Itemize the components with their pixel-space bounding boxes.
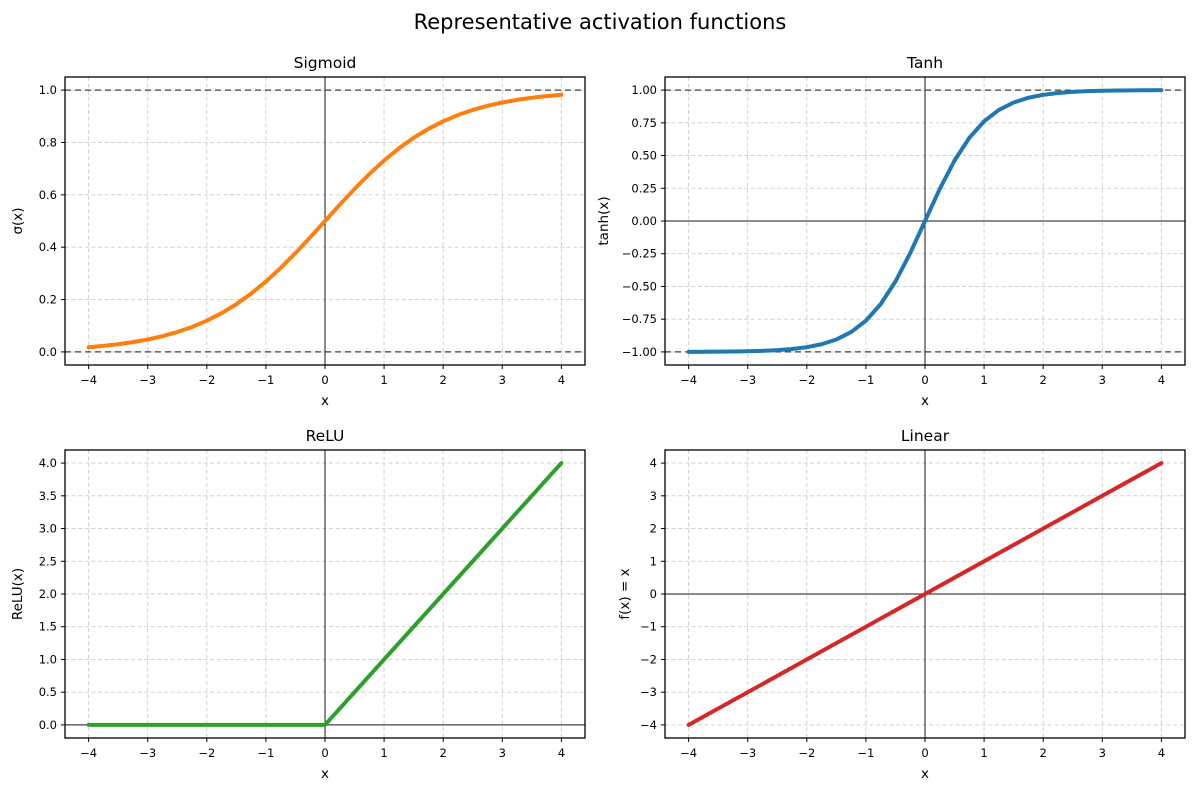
x-tick-label: 4 bbox=[1158, 373, 1165, 387]
y-axis-label: ReLU(x) bbox=[10, 568, 26, 620]
x-tick-label: −1 bbox=[857, 746, 874, 760]
x-tick-label: 3 bbox=[1099, 373, 1106, 387]
y-tick-label: 1.0 bbox=[39, 652, 57, 666]
y-tick-label: 0.5 bbox=[39, 685, 57, 699]
x-tick-label: −4 bbox=[680, 746, 697, 760]
x-tick-label: 2 bbox=[440, 373, 447, 387]
x-tick-label: −4 bbox=[80, 373, 97, 387]
y-tick-label: 1.5 bbox=[39, 620, 57, 634]
y-tick-label: 0.25 bbox=[631, 181, 657, 195]
x-tick-label: 1 bbox=[380, 746, 387, 760]
y-tick-label: −0.75 bbox=[622, 312, 657, 326]
x-tick-label: 3 bbox=[1099, 746, 1106, 760]
y-tick-label: 0.6 bbox=[39, 188, 57, 202]
x-axis-label: x bbox=[921, 766, 929, 782]
x-tick-label: 0 bbox=[321, 746, 328, 760]
y-tick-label: 0.2 bbox=[39, 293, 57, 307]
x-tick-label: 1 bbox=[380, 373, 387, 387]
y-tick-label: 1 bbox=[650, 554, 657, 568]
x-tick-label: 4 bbox=[558, 373, 565, 387]
y-tick-label: 0.0 bbox=[39, 345, 57, 359]
subplot-title: Tanh bbox=[906, 54, 943, 72]
y-tick-label: −0.50 bbox=[622, 279, 657, 293]
y-tick-label: 3 bbox=[650, 489, 657, 503]
y-tick-label: 0 bbox=[650, 587, 657, 601]
x-tick-label: −2 bbox=[198, 373, 215, 387]
y-tick-label: 2 bbox=[650, 522, 657, 536]
y-tick-label: 0.4 bbox=[39, 240, 57, 254]
x-axis-label: x bbox=[321, 766, 329, 782]
y-axis-label: f(x) = x bbox=[617, 568, 633, 619]
x-tick-label: 2 bbox=[440, 746, 447, 760]
y-tick-label: 2.5 bbox=[39, 554, 57, 568]
x-tick-label: 2 bbox=[1040, 746, 1047, 760]
x-tick-label: 0 bbox=[921, 746, 928, 760]
x-axis-label: x bbox=[921, 393, 929, 409]
x-tick-label: −3 bbox=[739, 373, 756, 387]
x-tick-label: −1 bbox=[857, 373, 874, 387]
x-tick-label: 1 bbox=[980, 746, 987, 760]
linear-curve bbox=[686, 461, 1164, 727]
y-tick-label: 0.75 bbox=[631, 116, 657, 130]
y-tick-label: −2 bbox=[640, 652, 657, 666]
y-tick-label: 0.00 bbox=[631, 214, 657, 228]
x-tick-label: 1 bbox=[980, 373, 987, 387]
x-tick-label: 0 bbox=[321, 373, 328, 387]
y-axis-label: σ(x) bbox=[10, 207, 26, 234]
y-tick-label: −3 bbox=[640, 685, 657, 699]
y-tick-label: −4 bbox=[640, 718, 657, 732]
tanh-curve bbox=[686, 88, 1164, 354]
y-axis-label: tanh(x) bbox=[596, 196, 612, 245]
y-tick-label: 3.5 bbox=[39, 489, 57, 503]
x-tick-label: −1 bbox=[257, 746, 274, 760]
x-tick-label: 3 bbox=[499, 373, 506, 387]
figure-suptitle: Representative activation functions bbox=[413, 10, 787, 34]
subplot-title: ReLU bbox=[306, 427, 345, 445]
x-axis-label: x bbox=[321, 393, 329, 409]
y-tick-label: −0.25 bbox=[622, 247, 657, 261]
x-tick-label: −1 bbox=[257, 373, 274, 387]
y-tick-label: −1 bbox=[640, 620, 657, 634]
relu-curve bbox=[86, 461, 564, 727]
x-tick-label: −2 bbox=[798, 373, 815, 387]
x-tick-label: −3 bbox=[139, 746, 156, 760]
x-tick-label: 4 bbox=[1158, 746, 1165, 760]
y-tick-label: 1.0 bbox=[39, 83, 57, 97]
x-tick-label: 4 bbox=[558, 746, 565, 760]
y-tick-label: 0.50 bbox=[631, 149, 657, 163]
x-tick-label: −4 bbox=[80, 746, 97, 760]
x-tick-label: −3 bbox=[739, 746, 756, 760]
y-tick-label: 0.8 bbox=[39, 135, 57, 149]
x-tick-label: −4 bbox=[680, 373, 697, 387]
subplot-title: Linear bbox=[901, 427, 950, 445]
x-tick-label: −2 bbox=[798, 746, 815, 760]
x-tick-label: 0 bbox=[921, 373, 928, 387]
x-tick-label: −2 bbox=[198, 746, 215, 760]
y-tick-label: 3.0 bbox=[39, 522, 57, 536]
x-tick-label: 3 bbox=[499, 746, 506, 760]
y-tick-label: 1.00 bbox=[631, 83, 657, 97]
y-tick-label: 4 bbox=[650, 456, 657, 470]
y-tick-label: 0.0 bbox=[39, 718, 57, 732]
y-tick-label: −1.00 bbox=[622, 345, 657, 359]
x-tick-label: 2 bbox=[1040, 373, 1047, 387]
y-tick-label: 4.0 bbox=[39, 456, 57, 470]
x-tick-label: −3 bbox=[139, 373, 156, 387]
y-tick-label: 2.0 bbox=[39, 587, 57, 601]
subplot-title: Sigmoid bbox=[294, 54, 357, 72]
sigmoid-curve bbox=[86, 92, 564, 350]
